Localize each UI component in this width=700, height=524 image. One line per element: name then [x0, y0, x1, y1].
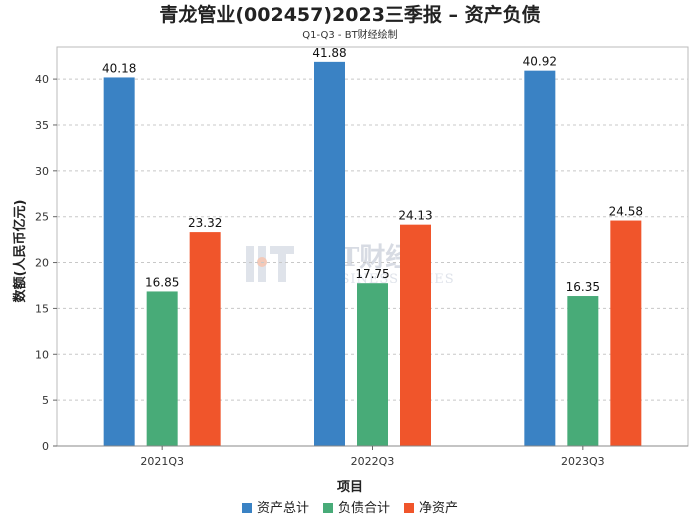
bar-净资产-2023Q3: [610, 220, 642, 446]
y-tick-label: 15: [35, 302, 49, 315]
axes: 0 5 10 15 20 25 30 35 40 2021Q3 2022Q3 2023Q3: [35, 73, 688, 468]
bar-负债合计-2023Q3: [567, 296, 599, 446]
chart-title: 青龙管业(002457)2023三季报 – 资产负债: [159, 3, 540, 26]
data-label: 40.18: [102, 61, 136, 75]
bar-资产总计-2021Q3: [103, 77, 135, 446]
legend-label: 资产总计: [257, 501, 309, 516]
legend-label: 负债合计: [338, 501, 390, 516]
y-tick-label: 30: [35, 165, 49, 178]
data-label: 17.75: [355, 267, 389, 281]
watermark-mark-icon: [246, 246, 294, 282]
y-tick-label: 20: [35, 257, 49, 270]
bar-series: [103, 61, 642, 446]
y-tick-label: 25: [35, 211, 49, 224]
data-label: 16.35: [566, 280, 600, 294]
chart-subtitle: Q1-Q3 - BT财经绘制: [302, 28, 397, 41]
y-axis-title: 数额(人民币亿元): [12, 200, 28, 303]
data-label: 40.92: [523, 55, 557, 69]
data-label: 24.58: [609, 205, 643, 219]
legend-label: 净资产: [419, 501, 458, 516]
y-tick-label: 10: [35, 348, 49, 361]
data-labels: 40.18 16.85 23.32 41.88 17.75 24.13 40.92 16.35…: [102, 46, 643, 294]
bar-净资产-2022Q3: [400, 224, 431, 446]
legend-swatch: [242, 503, 252, 513]
bar-净资产-2021Q3: [189, 232, 221, 446]
data-label: 41.88: [312, 46, 346, 60]
y-tick-label: 5: [42, 394, 49, 407]
y-tick-label: 40: [35, 73, 49, 86]
data-label: 16.85: [145, 275, 179, 289]
y-tick-label: 35: [35, 119, 49, 132]
bar-资产总计-2022Q3: [314, 61, 345, 446]
legend-swatch: [404, 503, 414, 513]
x-tick-label: 2022Q3: [351, 455, 395, 468]
x-tick-label: 2021Q3: [140, 455, 184, 468]
bar-负债合计-2022Q3: [357, 283, 388, 446]
data-label: 23.32: [188, 216, 222, 230]
bar-资产总计-2023Q3: [524, 70, 556, 446]
data-label: 24.13: [398, 209, 432, 223]
legend: 资产总计 负债合计 净资产: [242, 501, 458, 516]
y-tick-label: 0: [42, 440, 49, 453]
legend-swatch: [323, 503, 333, 513]
x-tick-label: 2023Q3: [561, 455, 605, 468]
x-axis-title: 项目: [337, 480, 363, 495]
bar-负债合计-2021Q3: [146, 291, 178, 446]
